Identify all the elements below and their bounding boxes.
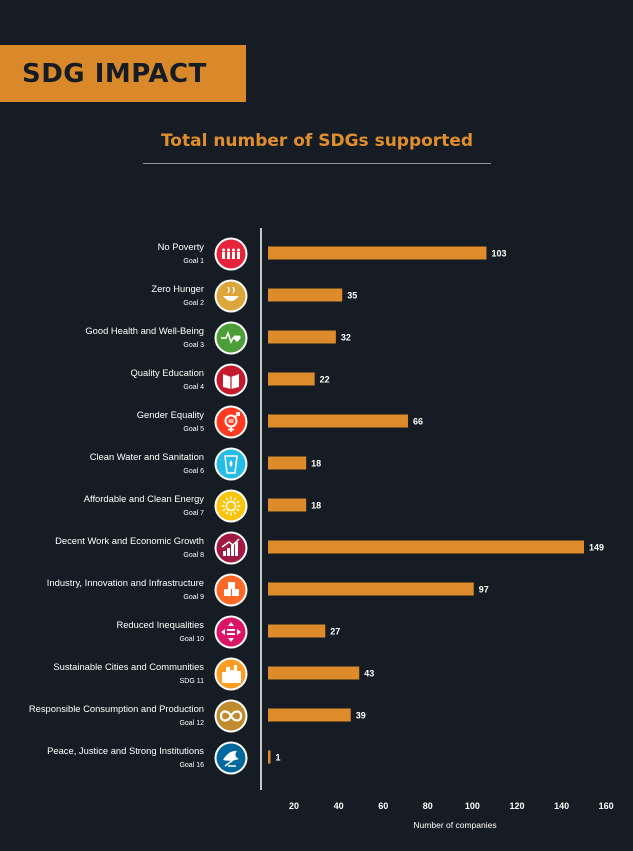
- goal-label: Goal 4: [183, 384, 204, 391]
- goal-label: Goal 8: [183, 552, 204, 559]
- x-tick-label: 40: [334, 801, 344, 811]
- bar: [268, 624, 326, 638]
- goal-label: Goal 5: [183, 426, 204, 433]
- bar-row: Quality Education Goal 4 22: [131, 363, 330, 397]
- value-label: 35: [347, 291, 357, 301]
- industry-innovation-icon: [214, 573, 248, 607]
- bar: [268, 330, 336, 344]
- value-label: 1: [276, 753, 281, 763]
- bar: [268, 456, 307, 470]
- goal-label: Goal 16: [179, 762, 204, 769]
- category-label: Affordable and Clean Energy: [84, 493, 205, 504]
- responsible-consumption-icon: [214, 699, 248, 733]
- sustainable-cities-icon: [214, 657, 248, 691]
- value-label: 18: [311, 459, 321, 469]
- bar-row: Affordable and Clean Energy Goal 7 18: [84, 489, 321, 523]
- category-label: Good Health and Well-Being: [85, 325, 204, 336]
- category-label: Reduced Inequalities: [116, 619, 204, 630]
- x-tick-label: 100: [465, 801, 480, 811]
- bar: [268, 498, 307, 512]
- bar: [268, 246, 487, 260]
- good-health-icon: [214, 321, 248, 355]
- bar-row: Zero Hunger Goal 2 35: [151, 279, 357, 313]
- section-banner: SDG IMPACT: [0, 45, 246, 102]
- bar: [268, 540, 585, 554]
- bar: [268, 708, 351, 722]
- bar: [268, 372, 315, 386]
- category-label: Responsible Consumption and Production: [29, 703, 204, 714]
- zero-hunger-icon: [214, 279, 248, 313]
- bar-row: Sustainable Cities and Communities SDG 11…: [53, 657, 374, 691]
- section-title: SDG IMPACT: [22, 58, 207, 89]
- x-tick-label: 160: [599, 801, 614, 811]
- x-tick-label: 140: [554, 801, 569, 811]
- title-divider: [143, 163, 491, 164]
- value-label: 22: [320, 375, 330, 385]
- x-tick-label: 20: [289, 801, 299, 811]
- bar-row: Decent Work and Economic Growth Goal 8 149: [55, 531, 604, 565]
- bar-row: Gender Equality Goal 5 66: [137, 405, 423, 439]
- decent-work-icon: [214, 531, 248, 565]
- goal-label: Goal 12: [179, 720, 204, 727]
- reduced-inequalities-icon: [214, 615, 248, 649]
- category-label: Industry, Innovation and Infrastructure: [47, 577, 204, 588]
- bar-row: No Poverty Goal 1 103: [158, 237, 506, 271]
- no-poverty-icon: [214, 237, 248, 271]
- value-label: 103: [491, 249, 506, 259]
- bar-row: Peace, Justice and Strong Institutions Go…: [47, 741, 281, 775]
- bar: [268, 666, 360, 680]
- goal-label: Goal 2: [183, 300, 204, 307]
- peace-justice-icon: [214, 741, 248, 775]
- x-tick-label: 80: [423, 801, 433, 811]
- category-label: Zero Hunger: [151, 283, 204, 294]
- gender-equality-icon: [214, 405, 248, 439]
- bar: [268, 582, 474, 596]
- bar-row: Clean Water and Sanitation Goal 6 18: [90, 447, 321, 481]
- quality-education-icon: [214, 363, 248, 397]
- value-label: 27: [330, 627, 340, 637]
- x-axis-label: Number of companies: [413, 820, 496, 830]
- value-label: 149: [589, 543, 604, 553]
- value-label: 66: [413, 417, 423, 427]
- x-tick-label: 120: [509, 801, 524, 811]
- goal-label: Goal 3: [183, 342, 204, 349]
- bar-row: Industry, Innovation and Infrastructure G…: [47, 573, 489, 607]
- category-label: Gender Equality: [137, 409, 205, 420]
- chart-title: Total number of SDGs supported: [160, 131, 474, 151]
- value-label: 32: [341, 333, 351, 343]
- bar: [268, 414, 408, 428]
- bar-row: Good Health and Well-Being Goal 3 32: [85, 321, 351, 355]
- value-label: 43: [364, 669, 374, 679]
- category-label: Peace, Justice and Strong Institutions: [47, 745, 204, 756]
- bar-row: Responsible Consumption and Production Go…: [29, 699, 366, 733]
- goal-label: SDG 11: [180, 678, 204, 685]
- goal-label: Goal 6: [183, 468, 204, 475]
- clean-water-icon: [214, 447, 248, 481]
- goal-label: Goal 7: [183, 510, 204, 517]
- bar-row: Reduced Inequalities Goal 10 27: [116, 615, 340, 649]
- value-label: 97: [479, 585, 489, 595]
- value-label: 18: [311, 501, 321, 511]
- category-label: Clean Water and Sanitation: [90, 451, 204, 462]
- category-label: Sustainable Cities and Communities: [53, 661, 204, 672]
- x-tick-label: 60: [378, 801, 388, 811]
- goal-label: Goal 9: [183, 594, 204, 601]
- category-label: Decent Work and Economic Growth: [55, 535, 204, 546]
- goal-label: Goal 10: [179, 636, 204, 643]
- category-label: No Poverty: [158, 241, 205, 252]
- value-label: 39: [356, 711, 366, 721]
- bar: [268, 750, 271, 764]
- category-label: Quality Education: [131, 367, 204, 378]
- bar: [268, 288, 343, 302]
- goal-label: Goal 1: [183, 258, 204, 265]
- clean-energy-icon: [214, 489, 248, 523]
